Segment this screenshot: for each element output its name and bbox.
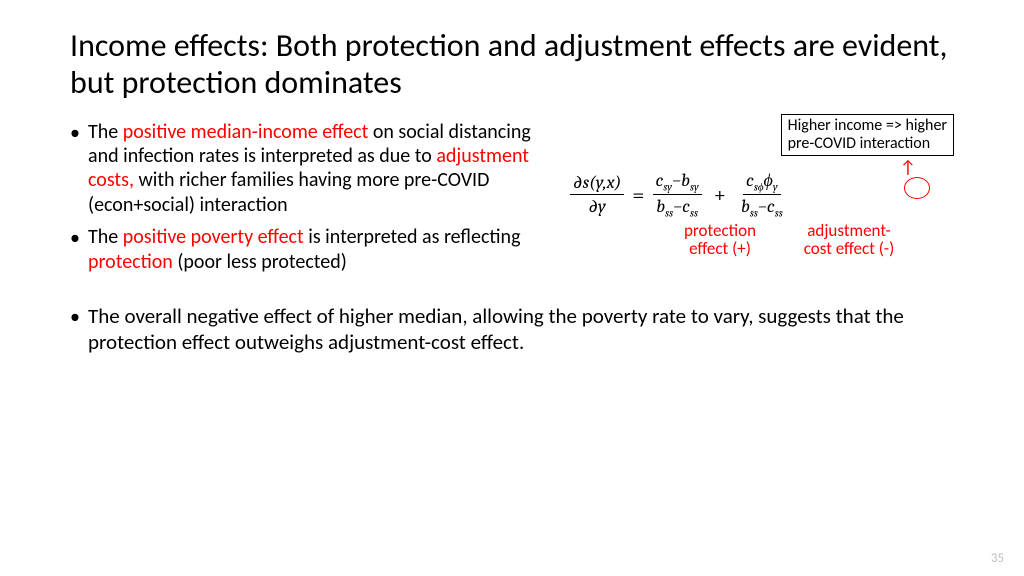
content-row: • The positive median-income effect on s…	[70, 120, 954, 282]
fraction-term2: csϕϕy bss−css	[738, 170, 786, 220]
fraction-lhs: ∂s(y,x) ∂y	[570, 172, 624, 217]
callout-box: Higher income => higher pre-COVID intera…	[781, 114, 954, 157]
bullet-2-text: The positive poverty effect is interpret…	[88, 225, 560, 274]
bullet-dot: •	[70, 225, 88, 274]
text-span: The	[88, 225, 123, 249]
equals-sign: =	[632, 182, 644, 208]
equation: ∂s(y,x) ∂y = csy−bsy bss−css + csϕϕy bss…	[570, 170, 786, 220]
slide-title: Income effects: Both protection and adju…	[70, 28, 954, 102]
text-span: The	[88, 120, 123, 144]
equation-labels: protection effect (+) adjustment- cost e…	[570, 222, 904, 259]
text-span: (poor less protected)	[177, 250, 346, 274]
bullet-3: • The overall negative effect of higher …	[70, 304, 954, 355]
bullet-2: • The positive poverty effect is interpr…	[70, 225, 560, 274]
page-number: 35	[991, 551, 1004, 566]
text-span: is interpreted as reflecting	[308, 225, 520, 249]
slide: Income effects: Both protection and adju…	[0, 0, 1024, 576]
text-span: with richer families having more pre-COV…	[88, 168, 489, 216]
plus-sign: +	[714, 182, 726, 208]
fraction-term1: csy−bsy bss−css	[653, 170, 702, 220]
callout-line: pre-COVID interaction	[788, 135, 947, 153]
bullet-1: • The positive median-income effect on s…	[70, 120, 560, 218]
bullet-dot: •	[70, 120, 88, 218]
bullet-3-text: The overall negative effect of higher me…	[88, 304, 954, 355]
arrow-icon: ↑	[900, 156, 916, 178]
equation-area: Higher income => higher pre-COVID intera…	[570, 120, 954, 282]
label-line: cost effect (-)	[794, 240, 904, 259]
bullets-left: • The positive median-income effect on s…	[70, 120, 560, 282]
bullet-dot: •	[70, 304, 88, 355]
label-adjustment: adjustment- cost effect (-)	[794, 222, 904, 259]
bullet-1-text: The positive median-income effect on soc…	[88, 120, 560, 218]
text-red: positive median-income effect	[123, 120, 373, 144]
label-line: effect (+)	[670, 240, 770, 259]
callout-line: Higher income => higher	[788, 117, 947, 135]
label-protection: protection effect (+)	[670, 222, 770, 259]
text-red: protection	[88, 250, 177, 274]
circle-highlight	[904, 177, 930, 199]
text-red: positive poverty effect	[123, 225, 309, 249]
